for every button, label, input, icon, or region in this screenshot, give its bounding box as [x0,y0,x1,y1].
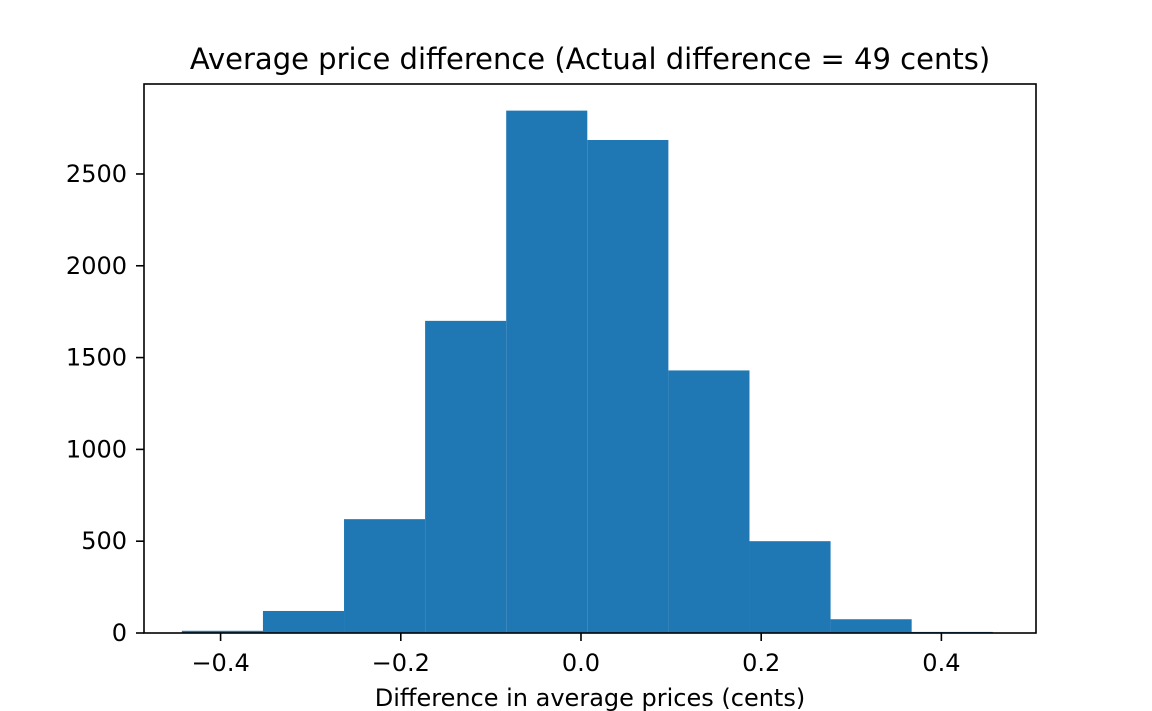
y-tick-label: 1500 [66,344,127,372]
y-tick-label: 500 [81,527,127,555]
y-tick-label: 1000 [66,435,127,463]
plot-frame [143,83,1037,634]
x-tick-label: 0.0 [562,649,600,677]
x-tick-label: 0.4 [922,649,960,677]
chart-title: Average price difference (Actual differe… [190,42,990,76]
y-tick-label: 2000 [66,252,127,280]
x-tick-label: 0.2 [742,649,780,677]
histogram-bar [587,140,669,633]
x-axis: −0.4 −0.2 0.0 0.2 0.4 [191,633,960,677]
histogram-bar [830,619,912,633]
histogram-bar [181,630,263,633]
x-axis-label: Difference in average prices (cents) [375,684,805,711]
x-tick-label: −0.4 [191,649,249,677]
histogram-bar [425,320,507,633]
y-tick-label: 0 [112,619,127,647]
histogram-bar [344,519,426,633]
histogram-bar [668,370,750,633]
y-tick-label: 2500 [66,160,127,188]
histogram-bar [749,541,831,633]
bars-group [181,110,993,633]
histogram-bar [262,610,345,633]
histogram-bar [506,110,588,633]
x-tick-label: −0.2 [372,649,430,677]
y-axis: 0 500 1000 1500 2000 2500 [66,160,144,647]
